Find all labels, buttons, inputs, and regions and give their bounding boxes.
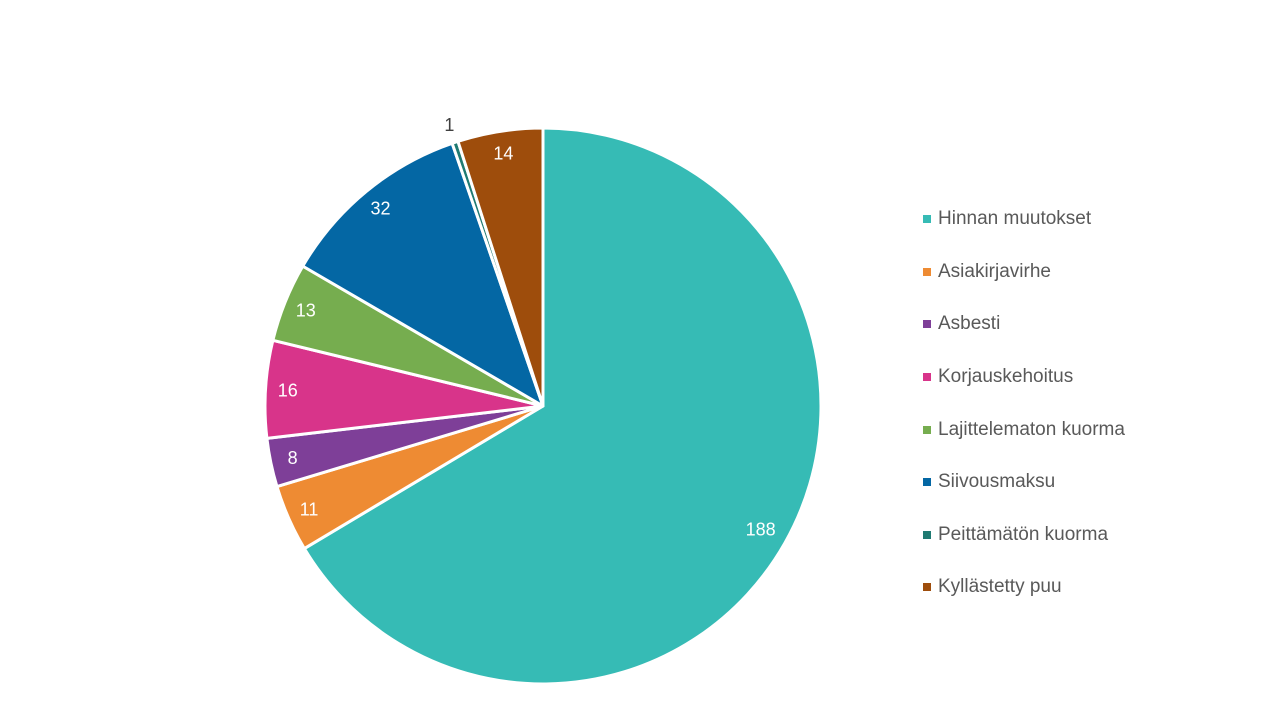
legend: Hinnan muutokset Asiakirjavirhe Asbesti Kor… [923, 193, 1125, 614]
data-label-6: 1 [444, 115, 454, 135]
legend-swatch [923, 373, 931, 382]
legend-swatch [923, 583, 931, 592]
legend-item: Peittämätön kuorma [923, 509, 1125, 562]
legend-swatch [923, 320, 931, 329]
legend-label: Asbesti [938, 313, 1001, 335]
legend-item: Asiakirjavirhe [923, 246, 1125, 299]
legend-label: Hinnan muutokset [938, 208, 1092, 230]
legend-label: Peittämätön kuorma [938, 523, 1109, 545]
pie-slice-7 [456, 126, 545, 408]
legend-swatch [923, 530, 931, 539]
legend-swatch [923, 267, 931, 276]
data-label-3: 16 [278, 380, 298, 400]
pie-slice-5 [301, 141, 545, 408]
legend-label: Siivousmaksu [938, 471, 1056, 493]
data-label-2: 8 [288, 448, 298, 468]
pie-slice-0 [302, 126, 823, 686]
legend-label: Asiakirjavirhe [938, 260, 1051, 282]
legend-item: Lajittelematon kuorma [923, 403, 1125, 456]
legend-label: Lajittelematon kuorma [938, 418, 1125, 440]
legend-item: Siivousmaksu [923, 456, 1125, 509]
legend-swatch [923, 478, 931, 487]
legend-label: Kyllästetty puu [938, 576, 1062, 598]
data-label-0: 188 [746, 519, 776, 539]
data-label-5: 32 [371, 198, 391, 218]
legend-item: Hinnan muutokset [923, 193, 1125, 246]
legend-item: Kyllästetty puu [923, 561, 1125, 614]
data-label-1: 11 [300, 499, 319, 519]
legend-swatch [923, 215, 931, 224]
legend-label: Korjauskehoitus [938, 366, 1074, 388]
legend-swatch [923, 425, 931, 434]
legend-item: Korjauskehoitus [923, 351, 1125, 404]
legend-item: Asbesti [923, 298, 1125, 351]
data-label-4: 13 [296, 300, 316, 320]
data-label-7: 14 [493, 143, 513, 163]
